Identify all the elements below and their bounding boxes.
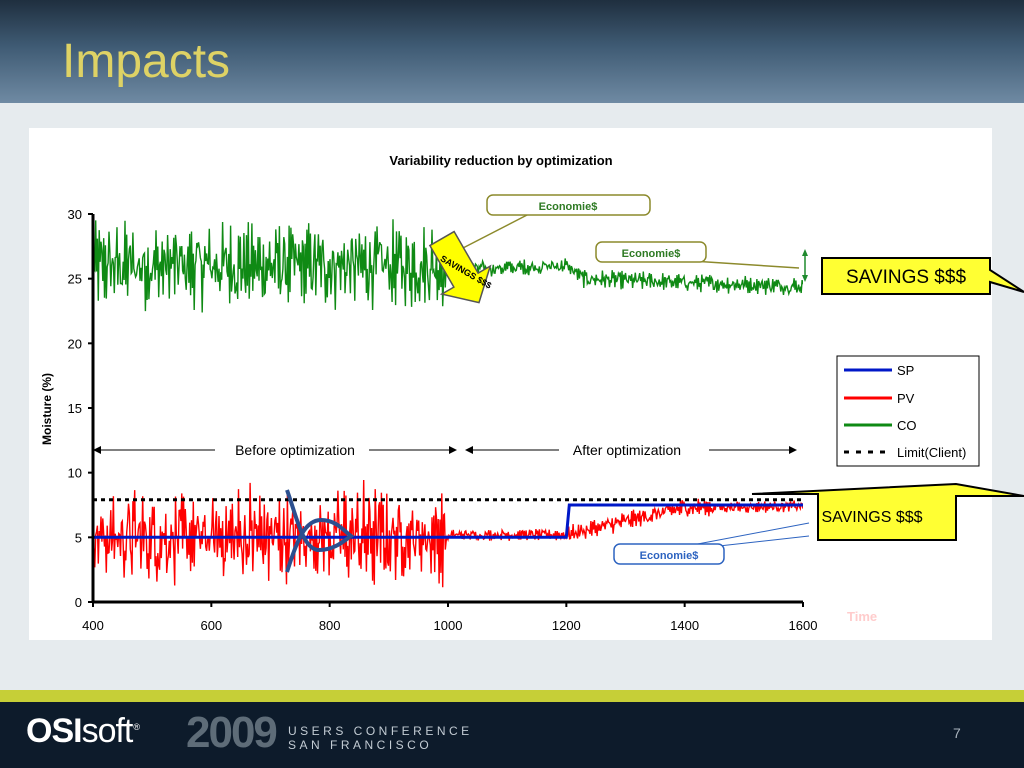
y-tick-label: 15: [68, 401, 82, 416]
x-tick-label: 400: [82, 618, 104, 633]
legend-item-limit: Limit(Client): [844, 445, 966, 460]
footer-accent-band: [0, 690, 1024, 702]
x-tick-label: 800: [319, 618, 341, 633]
y-axis-ticks: 0 5 10 15 20 25 30: [68, 207, 93, 610]
after-optimization-label: After optimization: [573, 442, 681, 458]
series-line-pv: [93, 479, 803, 588]
y-tick-label: 0: [75, 595, 82, 610]
after-optimization-marker: After optimization: [465, 442, 797, 458]
economies-callout-co: Economie$: [595, 241, 800, 269]
x-tick-label: 1200: [552, 618, 581, 633]
x-tick-label: 600: [200, 618, 222, 633]
x-tick-label: 1600: [789, 618, 818, 633]
moisture-chart: Variability reduction by optimization Mo…: [40, 153, 980, 633]
conference-name: USERS CONFERENCE SAN FRANCISCO: [288, 724, 473, 752]
legend-item-pv: PV: [844, 391, 915, 406]
svg-text:SP: SP: [897, 363, 914, 378]
time-watermark: Time: [847, 609, 877, 624]
y-tick-label: 5: [75, 530, 82, 545]
page-number: 7: [953, 725, 961, 741]
svg-text:CO: CO: [897, 418, 917, 433]
y-tick-label: 10: [68, 466, 82, 481]
legend-item-co: CO: [844, 418, 917, 433]
footer-bar: [0, 702, 1024, 768]
chart-title: Variability reduction by optimization: [389, 153, 612, 168]
conference-year: 2009: [186, 708, 278, 757]
svg-text:Economie$: Economie$: [539, 201, 598, 213]
series-line-sp: [93, 503, 803, 539]
y-tick-label: 30: [68, 207, 82, 222]
x-tick-label: 1000: [434, 618, 463, 633]
chart-legend: SP PV CO Limit(Client): [836, 355, 980, 467]
slide-header: [0, 0, 1024, 103]
svg-text:Economie$: Economie$: [640, 550, 699, 562]
svg-text:Economie$: Economie$: [622, 248, 681, 260]
x-axis-ticks: 400 600 800 1000 1200 1400 1600: [82, 602, 817, 633]
co-savings-bracket: [802, 249, 808, 282]
svg-text:PV: PV: [897, 391, 915, 406]
before-optimization-label: Before optimization: [235, 442, 355, 458]
y-tick-label: 25: [68, 272, 82, 287]
economies-callout-top: Economie$: [462, 194, 651, 249]
y-axis-label: Moisture (%): [40, 373, 54, 445]
x-tick-label: 1400: [670, 618, 699, 633]
y-tick-label: 20: [68, 336, 82, 351]
legend-item-sp: SP: [844, 363, 914, 378]
chart-panel: Variability reduction by optimization Mo…: [29, 128, 992, 640]
osisoft-logo: OSIsoft®: [26, 712, 140, 750]
slide-title: Impacts: [62, 35, 231, 88]
economies-callout-pv: Economie$: [613, 522, 810, 565]
before-optimization-marker: Before optimization: [93, 442, 457, 458]
svg-text:Limit(Client): Limit(Client): [897, 445, 966, 460]
distribution-curve: [285, 489, 355, 573]
